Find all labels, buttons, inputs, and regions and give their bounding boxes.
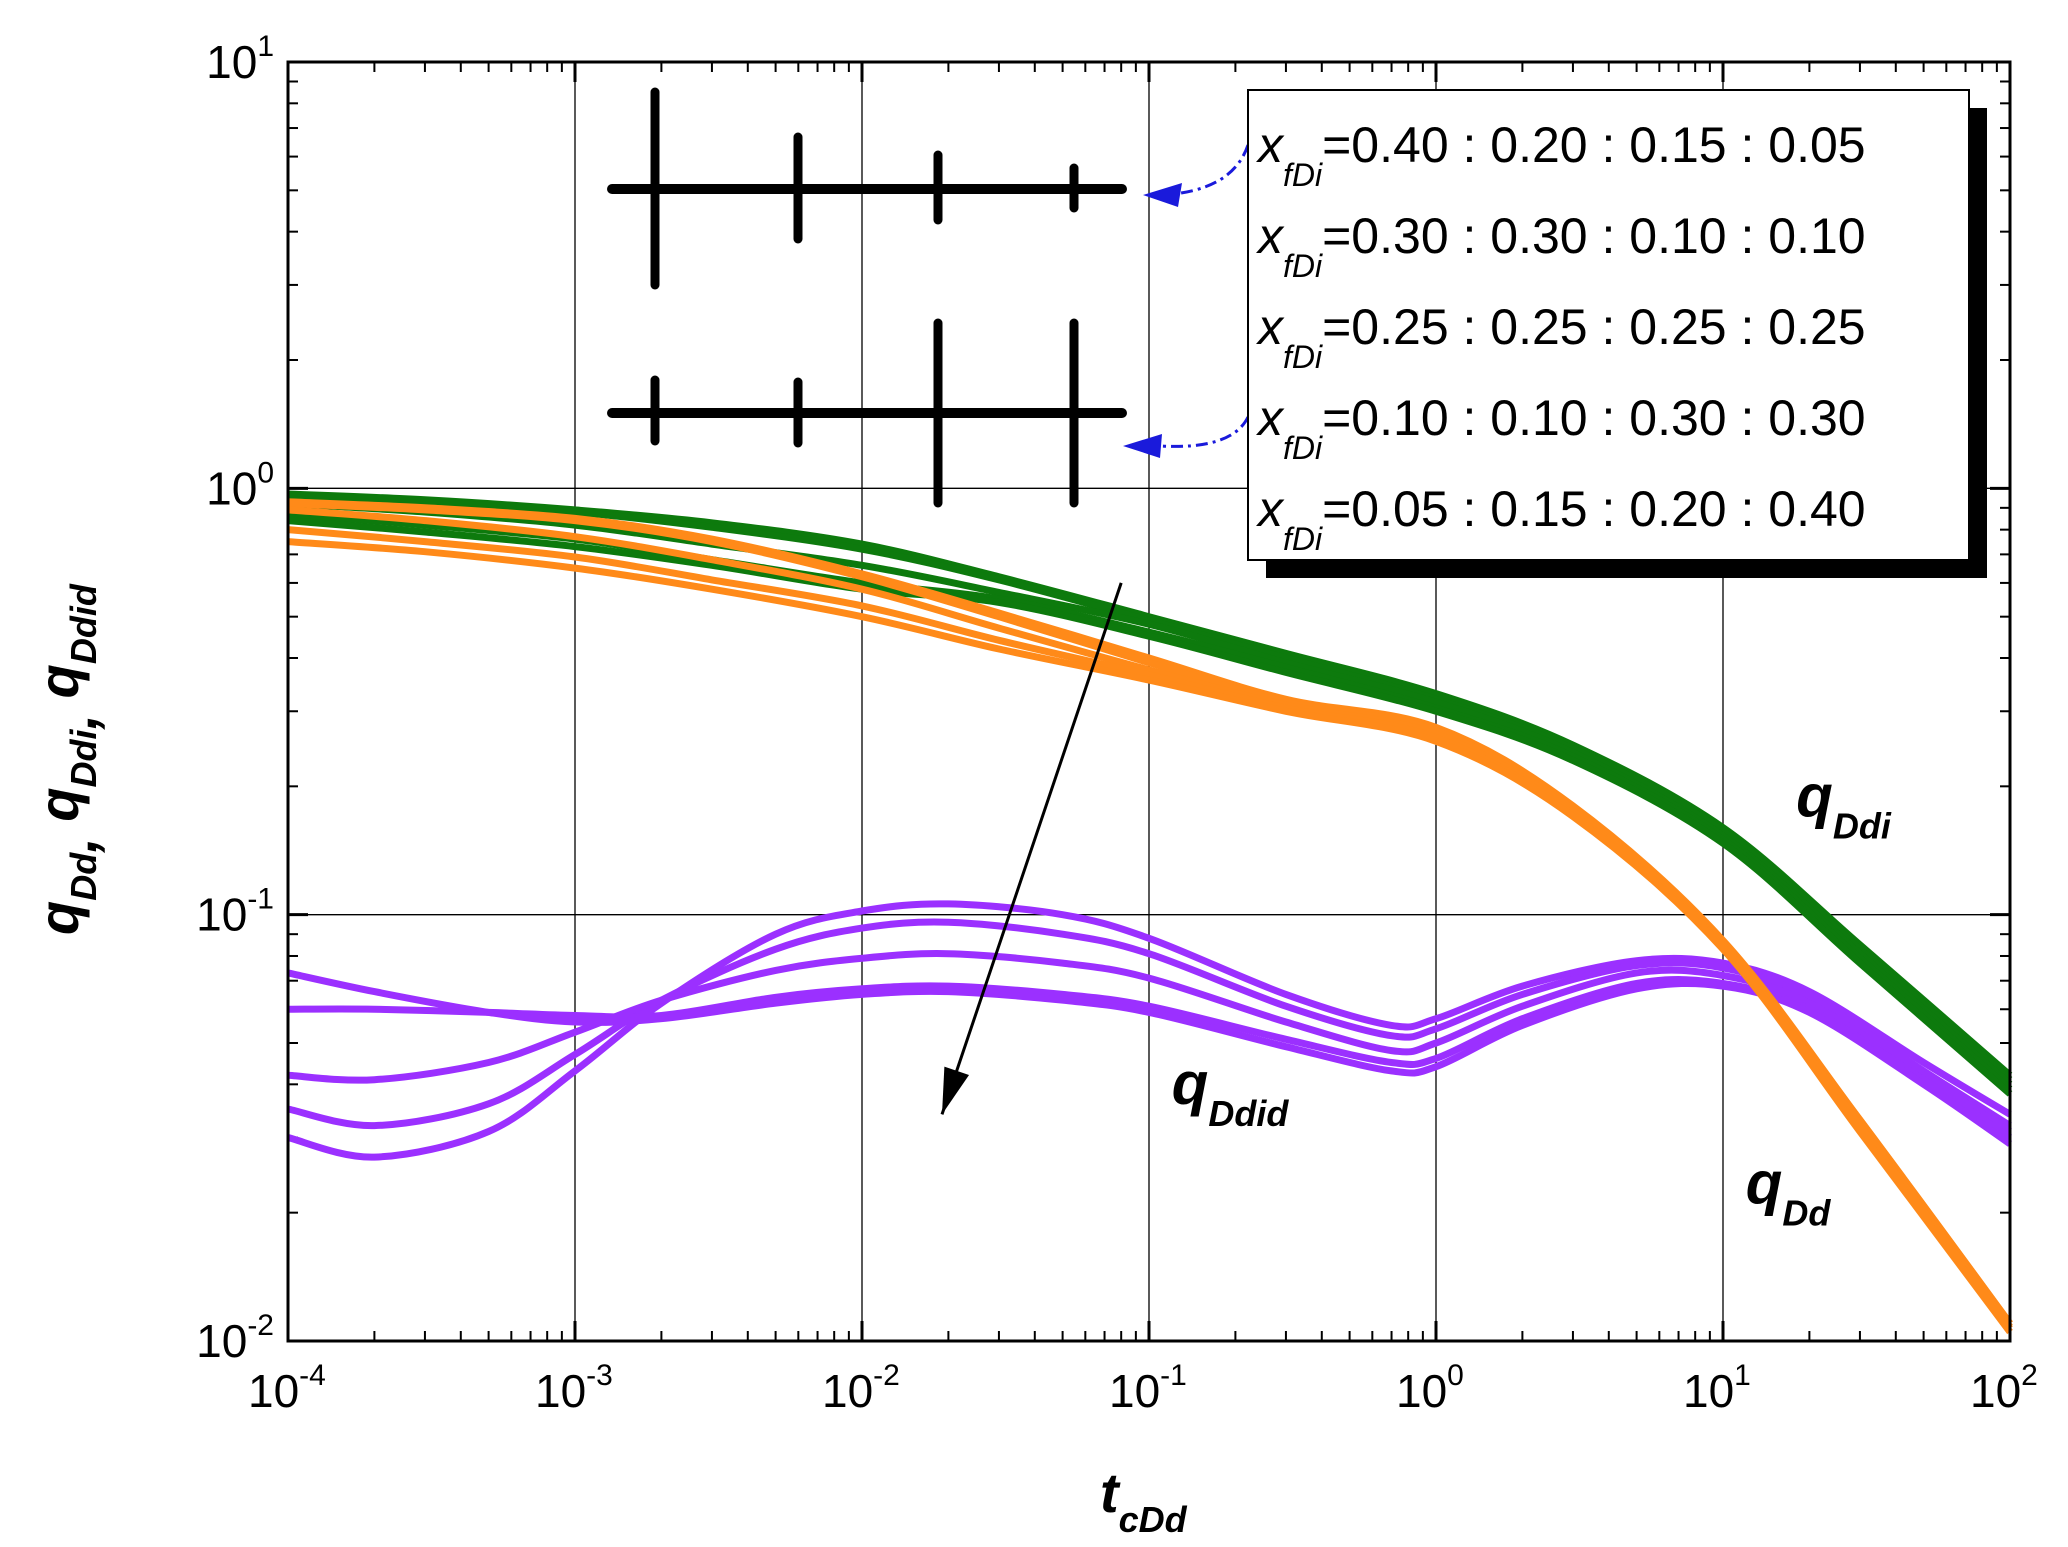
legend-entry-sub: fDi xyxy=(1283,430,1323,466)
x-tick-label: 101 xyxy=(1683,1359,1751,1417)
y-tick-base: 10 xyxy=(196,1315,247,1367)
legend-entry-ratio: =0.10 : 0.10 : 0.30 : 0.30 xyxy=(1322,390,1865,446)
y-axis-title-main: q xyxy=(27,787,90,821)
y-axis-title-sep: , xyxy=(45,698,108,730)
legend-entry: xfDi=0.40 : 0.20 : 0.15 : 0.05 xyxy=(1256,117,1866,193)
x-tick-exp: -3 xyxy=(586,1359,613,1392)
x-tick-label: 102 xyxy=(1970,1359,2038,1417)
x-tick-base: 10 xyxy=(248,1365,299,1417)
annotation-sub: Dd xyxy=(1782,1193,1831,1234)
pointer-bottom xyxy=(1159,416,1250,448)
series-line-qDdi-5 xyxy=(287,517,2013,1097)
annotation-main: q xyxy=(1746,1150,1783,1217)
legend-entry: xfDi=0.05 : 0.15 : 0.20 : 0.40 xyxy=(1256,481,1866,557)
x-tick-label: 10-4 xyxy=(248,1359,326,1417)
legend-entries: xfDi=0.40 : 0.20 : 0.15 : 0.05xfDi=0.30 … xyxy=(1256,117,1866,557)
legend-entry: xfDi=0.25 : 0.25 : 0.25 : 0.25 xyxy=(1256,299,1866,375)
legend-entry: xfDi=0.30 : 0.30 : 0.10 : 0.10 xyxy=(1256,208,1866,284)
y-tick-base: 10 xyxy=(196,889,247,941)
x-tick-label: 10-2 xyxy=(822,1359,900,1417)
annotation-q-ddi: qDdi xyxy=(1796,762,1892,846)
x-tick-labels: 10-4 10-3 10-2 10-1 100 101 102 xyxy=(248,1359,2038,1417)
y-tick-exp: 0 xyxy=(257,456,274,489)
x-tick-label: 10-1 xyxy=(1109,1359,1187,1417)
y-tick-label: 10-2 xyxy=(196,1309,274,1367)
legend-entry-var: x xyxy=(1256,299,1285,355)
series-line-qDdid-2 xyxy=(287,918,2012,1130)
y-axis-title-sub: Dd xyxy=(63,852,104,901)
y-tick-exp: -1 xyxy=(247,883,274,916)
x-tick-exp: -1 xyxy=(1160,1359,1187,1392)
y-tick-exp: -2 xyxy=(247,1309,274,1342)
x-tick-exp: 2 xyxy=(2021,1359,2038,1392)
series-line-qDd-5 xyxy=(287,538,2013,1335)
trend-arrow xyxy=(940,582,1123,1115)
y-axis-title-sep: , xyxy=(45,822,108,854)
y-axis-title-main: q xyxy=(27,664,90,698)
series-line-qDdid-3 xyxy=(287,950,2012,1135)
annotation-q-ddid: qDdid xyxy=(1172,1050,1290,1134)
major-ticks xyxy=(286,60,2012,1343)
y-tick-exp: 1 xyxy=(257,30,274,63)
annotation-q-dd: qDd xyxy=(1746,1150,1832,1234)
y-axis-title-sub: Ddi xyxy=(63,728,104,787)
x-tick-base: 10 xyxy=(1396,1365,1447,1417)
x-tick-exp: -4 xyxy=(299,1359,326,1392)
trend-arrow-line xyxy=(940,582,1123,1115)
legend-entry: xfDi=0.10 : 0.10 : 0.30 : 0.30 xyxy=(1256,390,1866,466)
fracture-diagram xyxy=(607,87,1127,508)
legend-entry-var: x xyxy=(1256,390,1285,446)
y-tick-label: 101 xyxy=(206,30,274,88)
trend-arrow-head xyxy=(942,1066,970,1115)
y-tick-label: 100 xyxy=(206,456,274,514)
legend-entry-sub: fDi xyxy=(1283,157,1323,193)
legend-entry-ratio: =0.25 : 0.25 : 0.25 : 0.25 xyxy=(1322,299,1865,355)
legend-entry-var: x xyxy=(1256,208,1285,264)
legend-entry-sub: fDi xyxy=(1283,248,1323,284)
annotation-sub: Ddid xyxy=(1208,1093,1289,1134)
annotation-main: q xyxy=(1172,1050,1209,1117)
series-line-qDdid-1 xyxy=(287,900,2012,1161)
legend-entry-ratio: =0.05 : 0.15 : 0.20 : 0.40 xyxy=(1322,481,1865,537)
legend-entry-var: x xyxy=(1256,117,1285,173)
legend-entry-ratio: =0.30 : 0.30 : 0.10 : 0.10 xyxy=(1322,208,1865,264)
x-axis-title: tcDd xyxy=(1100,1461,1188,1540)
x-tick-base: 10 xyxy=(822,1365,873,1417)
y-axis-title: qDd, qDdi, qDdid xyxy=(27,583,108,935)
legend-entry-var: x xyxy=(1256,481,1285,537)
x-tick-exp: -2 xyxy=(873,1359,900,1392)
annotation-sub: Ddi xyxy=(1833,805,1892,846)
x-axis-title-main: t xyxy=(1100,1461,1121,1524)
y-axis-title-sub: Ddid xyxy=(63,583,104,664)
pointer-bottom-head xyxy=(1123,434,1162,458)
x-tick-base: 10 xyxy=(1970,1365,2021,1417)
legend: xfDi=0.40 : 0.20 : 0.15 : 0.05xfDi=0.30 … xyxy=(1247,89,1987,578)
y-tick-base: 10 xyxy=(206,36,257,88)
x-tick-exp: 0 xyxy=(1447,1359,1464,1392)
y-axis-title-main: q xyxy=(27,901,90,935)
x-tick-label: 10-3 xyxy=(535,1359,613,1417)
y-tick-label: 10-1 xyxy=(196,883,274,941)
x-tick-base: 10 xyxy=(1109,1365,1160,1417)
legend-pointers xyxy=(1123,144,1250,458)
x-axis-title-sub: cDd xyxy=(1119,1499,1188,1540)
x-tick-label: 100 xyxy=(1396,1359,1464,1417)
legend-entry-ratio: =0.40 : 0.20 : 0.15 : 0.05 xyxy=(1322,117,1865,173)
legend-entry-sub: fDi xyxy=(1283,521,1323,557)
legend-box xyxy=(1247,89,1970,561)
y-tick-base: 10 xyxy=(206,462,257,514)
x-tick-base: 10 xyxy=(535,1365,586,1417)
annotation-main: q xyxy=(1796,762,1833,829)
x-tick-base: 10 xyxy=(1683,1365,1734,1417)
pointer-top-head xyxy=(1143,183,1182,207)
legend-entry-sub: fDi xyxy=(1283,339,1323,375)
series-layer xyxy=(287,490,2013,1335)
x-tick-exp: 1 xyxy=(1734,1359,1751,1392)
minor-ticks xyxy=(288,62,2010,1341)
series-line-qDdid-5 xyxy=(287,969,2012,1147)
